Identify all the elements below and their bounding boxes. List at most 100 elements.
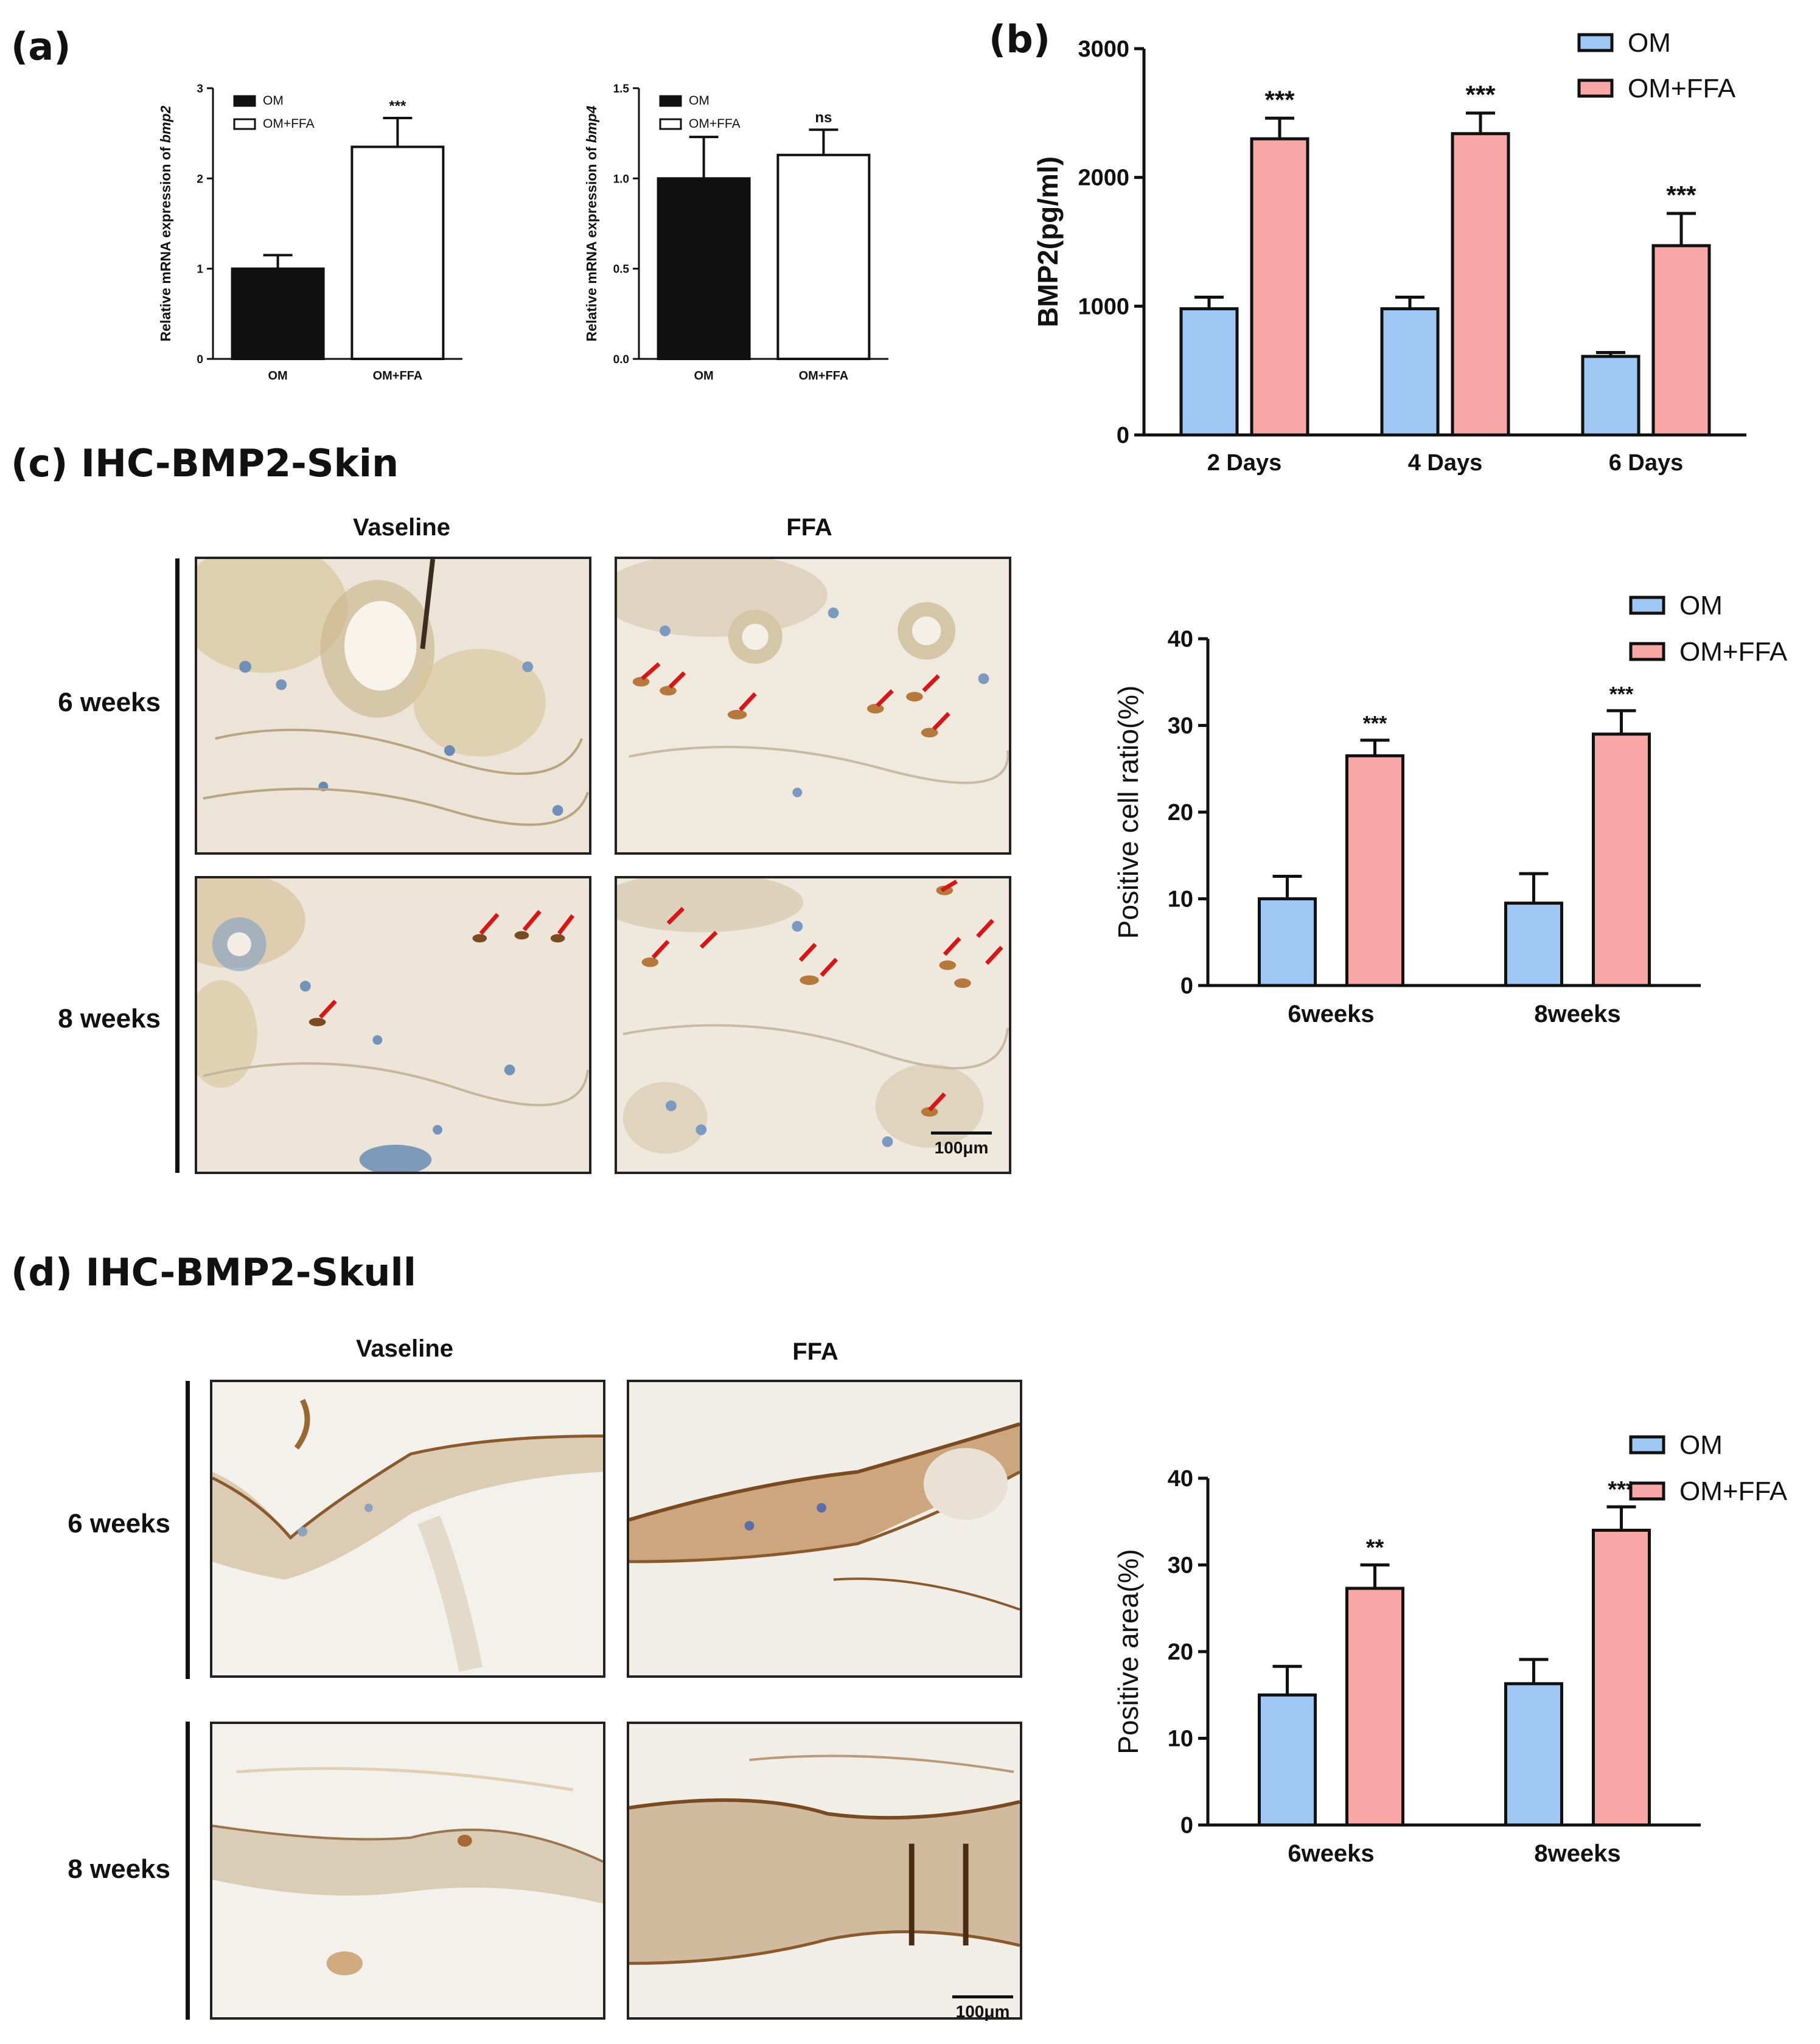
x-tick-label: OM+FFA xyxy=(799,369,849,383)
y-tick-label: 20 xyxy=(1168,800,1193,826)
panel-d-row-6weeks: 6 weeks xyxy=(68,1509,170,1538)
y-tick-label: 2000 xyxy=(1078,165,1129,191)
significance-label: *** xyxy=(389,98,406,114)
panel-d-row-bracket-6w xyxy=(186,1381,190,1679)
legend-label: OM xyxy=(1679,1430,1723,1460)
bar xyxy=(1179,307,1239,437)
legend-swatch xyxy=(1577,33,1614,52)
skull-micrograph-ffa-8w xyxy=(627,1722,1022,2020)
skin-micrograph-ffa-6w xyxy=(615,557,1011,855)
chart-a-bmp4: 0.0 0.5 1.0 1.5 Relative mRNA expression of … xyxy=(584,83,888,383)
bar xyxy=(776,153,871,360)
x-tick-label: OM xyxy=(268,369,287,383)
panel-c-label: (c) IHC-BMP2-Skin xyxy=(11,441,399,485)
panel-d-label: (d) IHC-BMP2-Skull xyxy=(11,1250,417,1295)
legend-swatch xyxy=(1629,642,1665,661)
legend-label: OM+FFA xyxy=(1628,74,1736,103)
x-tick-label: OM xyxy=(694,369,713,383)
legend-label: OM xyxy=(689,94,710,108)
y-tick-label: 40 xyxy=(1168,1466,1193,1492)
x-tick-label: 8weeks xyxy=(1534,1001,1620,1027)
x-tick-label: 6 Days xyxy=(1609,450,1684,476)
skull-micrograph-vaseline-6w xyxy=(210,1380,605,1678)
bar xyxy=(1258,1693,1317,1827)
legend-swatch xyxy=(233,95,256,107)
x-tick-label: 4 Days xyxy=(1408,450,1483,476)
bar xyxy=(350,145,445,361)
panel-d-row-8weeks: 8 weeks xyxy=(68,1854,170,1884)
panel-a-label: (a) xyxy=(11,24,71,69)
legend-swatch xyxy=(1629,1435,1665,1455)
legend-swatch xyxy=(1577,78,1614,98)
panel-c-scale-bar: 100μm xyxy=(925,1132,998,1158)
panel-c-row-bracket xyxy=(175,558,180,1173)
legend-swatch xyxy=(233,118,256,130)
bar xyxy=(1250,137,1309,437)
significance-label: ns xyxy=(815,109,832,126)
bar xyxy=(1651,244,1711,437)
y-tick-label: 0.0 xyxy=(613,353,629,366)
y-tick-label: 1.0 xyxy=(613,173,629,186)
y-axis-label: Relative mRNA expression of bmp4 xyxy=(584,105,599,341)
bar xyxy=(1581,355,1640,437)
panel-d-row-bracket-8w xyxy=(186,1722,190,2020)
y-tick-label: 20 xyxy=(1168,1639,1193,1665)
legend-swatch xyxy=(1629,1481,1665,1501)
x-tick-label: 6weeks xyxy=(1288,1001,1374,1027)
bar xyxy=(1592,1529,1651,1827)
y-axis-label: Relative mRNA expression of bmp2 xyxy=(158,105,173,341)
significance-label: *** xyxy=(1666,181,1696,209)
bar xyxy=(1345,1587,1404,1827)
panel-c-col-vaseline: Vaseline xyxy=(352,514,451,541)
bar xyxy=(1380,307,1440,437)
y-tick-label: 1000 xyxy=(1078,294,1129,319)
panel-c-row-6weeks: 6 weeks xyxy=(58,687,161,717)
skin-micrograph-vaseline-6w xyxy=(195,557,591,855)
significance-label: *** xyxy=(1363,712,1387,735)
significance-label: *** xyxy=(1264,85,1295,114)
panel-d-col-ffa: FFA xyxy=(792,1338,839,1365)
bar xyxy=(1345,754,1404,987)
y-axis-label: Positive area(%) xyxy=(1112,1549,1144,1754)
skull-micrograph-ffa-6w xyxy=(627,1380,1022,1678)
panel-d-col-vaseline: Vaseline xyxy=(355,1335,454,1362)
panel-c-row-8weeks: 8 weeks xyxy=(58,1004,161,1034)
bar xyxy=(1592,732,1651,987)
chart-c-positive-cell-ratio: 0 10 20 30 40 Positive cell ratio(%) *** 6weeks… xyxy=(1112,591,1788,1027)
y-tick-label: 30 xyxy=(1168,1553,1193,1579)
chart-b-bmp2-elisa: 0 1000 2000 3000 BMP2(pg/ml) *** 2 Days *** 4 Da… xyxy=(1032,28,1746,476)
significance-label: *** xyxy=(1609,683,1634,706)
y-tick-label: 0 xyxy=(1117,423,1129,448)
skull-micrograph-vaseline-8w xyxy=(210,1722,605,2020)
bar xyxy=(231,267,325,360)
bar xyxy=(1258,897,1317,987)
significance-label: *** xyxy=(1465,80,1496,109)
panel-b-label: (b) xyxy=(989,17,1051,61)
panel-c-col-ffa: FFA xyxy=(786,514,832,541)
skin-micrograph-ffa-8w xyxy=(615,876,1011,1174)
y-tick-label: 3 xyxy=(197,83,203,96)
y-tick-label: 2 xyxy=(197,173,203,186)
y-tick-label: 0 xyxy=(1180,1813,1193,1838)
legend-label: OM+FFA xyxy=(689,117,741,131)
bar xyxy=(657,177,751,360)
bar xyxy=(1504,1682,1563,1827)
legend-swatch xyxy=(659,118,682,130)
y-tick-label: 0 xyxy=(1180,973,1193,999)
legend-label: OM+FFA xyxy=(263,117,315,131)
y-tick-label: 1 xyxy=(197,263,203,276)
legend-label: OM+FFA xyxy=(1679,637,1788,667)
skin-micrograph-vaseline-8w xyxy=(195,876,591,1174)
chart-a-bmp2: 0 1 2 3 Relative mRNA expression of bmp2 OM OM… xyxy=(158,83,462,383)
bar xyxy=(1504,902,1563,987)
y-axis-label: BMP2(pg/ml) xyxy=(1032,156,1064,327)
y-tick-label: 10 xyxy=(1168,887,1193,912)
legend-label: OM xyxy=(1628,28,1671,58)
y-tick-label: 0 xyxy=(197,353,203,366)
significance-label: ** xyxy=(1366,1535,1384,1561)
x-tick-label: 2 Days xyxy=(1207,450,1282,476)
y-tick-label: 3000 xyxy=(1078,36,1129,62)
y-tick-label: 0.5 xyxy=(613,263,630,276)
y-tick-label: 1.5 xyxy=(613,83,630,96)
